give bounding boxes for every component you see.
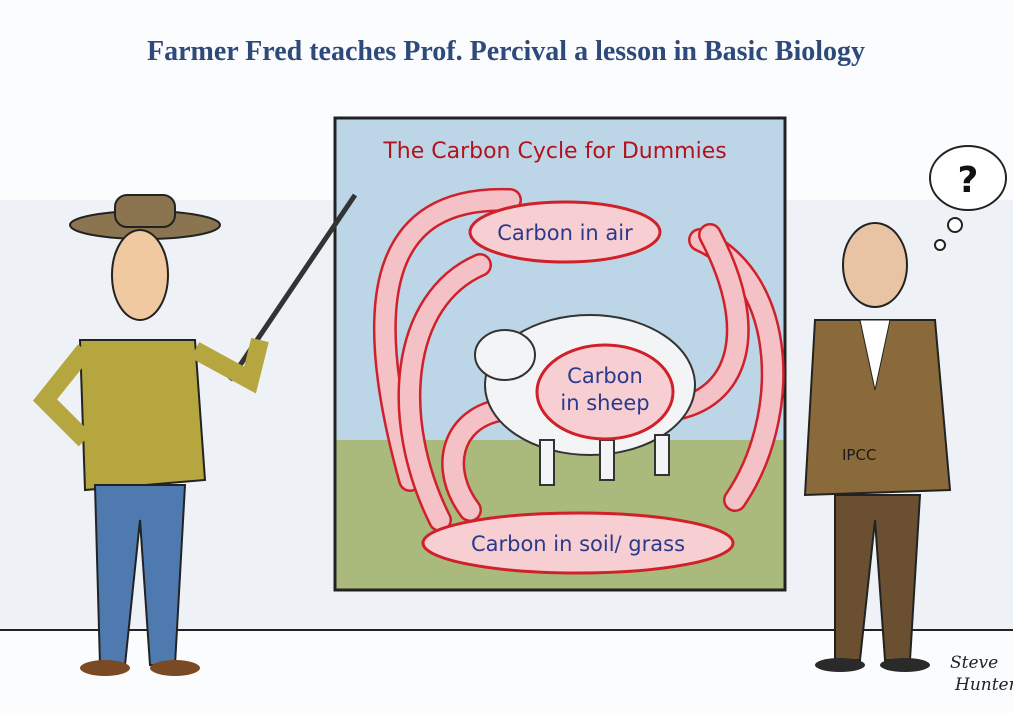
poster-title: The Carbon Cycle for Dummies bbox=[382, 139, 726, 164]
cartoon: Farmer Fred teaches Prof. Percival a les… bbox=[0, 0, 1013, 713]
poster: The Carbon Cycle for Dummies Carbon in a… bbox=[335, 118, 785, 590]
node-label: in sheep bbox=[560, 391, 649, 415]
thought: ? bbox=[958, 160, 979, 201]
badge: IPCC bbox=[842, 446, 876, 464]
node-label: Carbon in soil/ grass bbox=[471, 532, 685, 556]
node-label: Carbon in air bbox=[497, 221, 633, 245]
signature: Steve bbox=[950, 653, 998, 673]
title: Farmer Fred teaches Prof. Percival a les… bbox=[147, 36, 865, 67]
signature: Hunter bbox=[954, 675, 1013, 695]
node-label: Carbon bbox=[567, 364, 643, 388]
